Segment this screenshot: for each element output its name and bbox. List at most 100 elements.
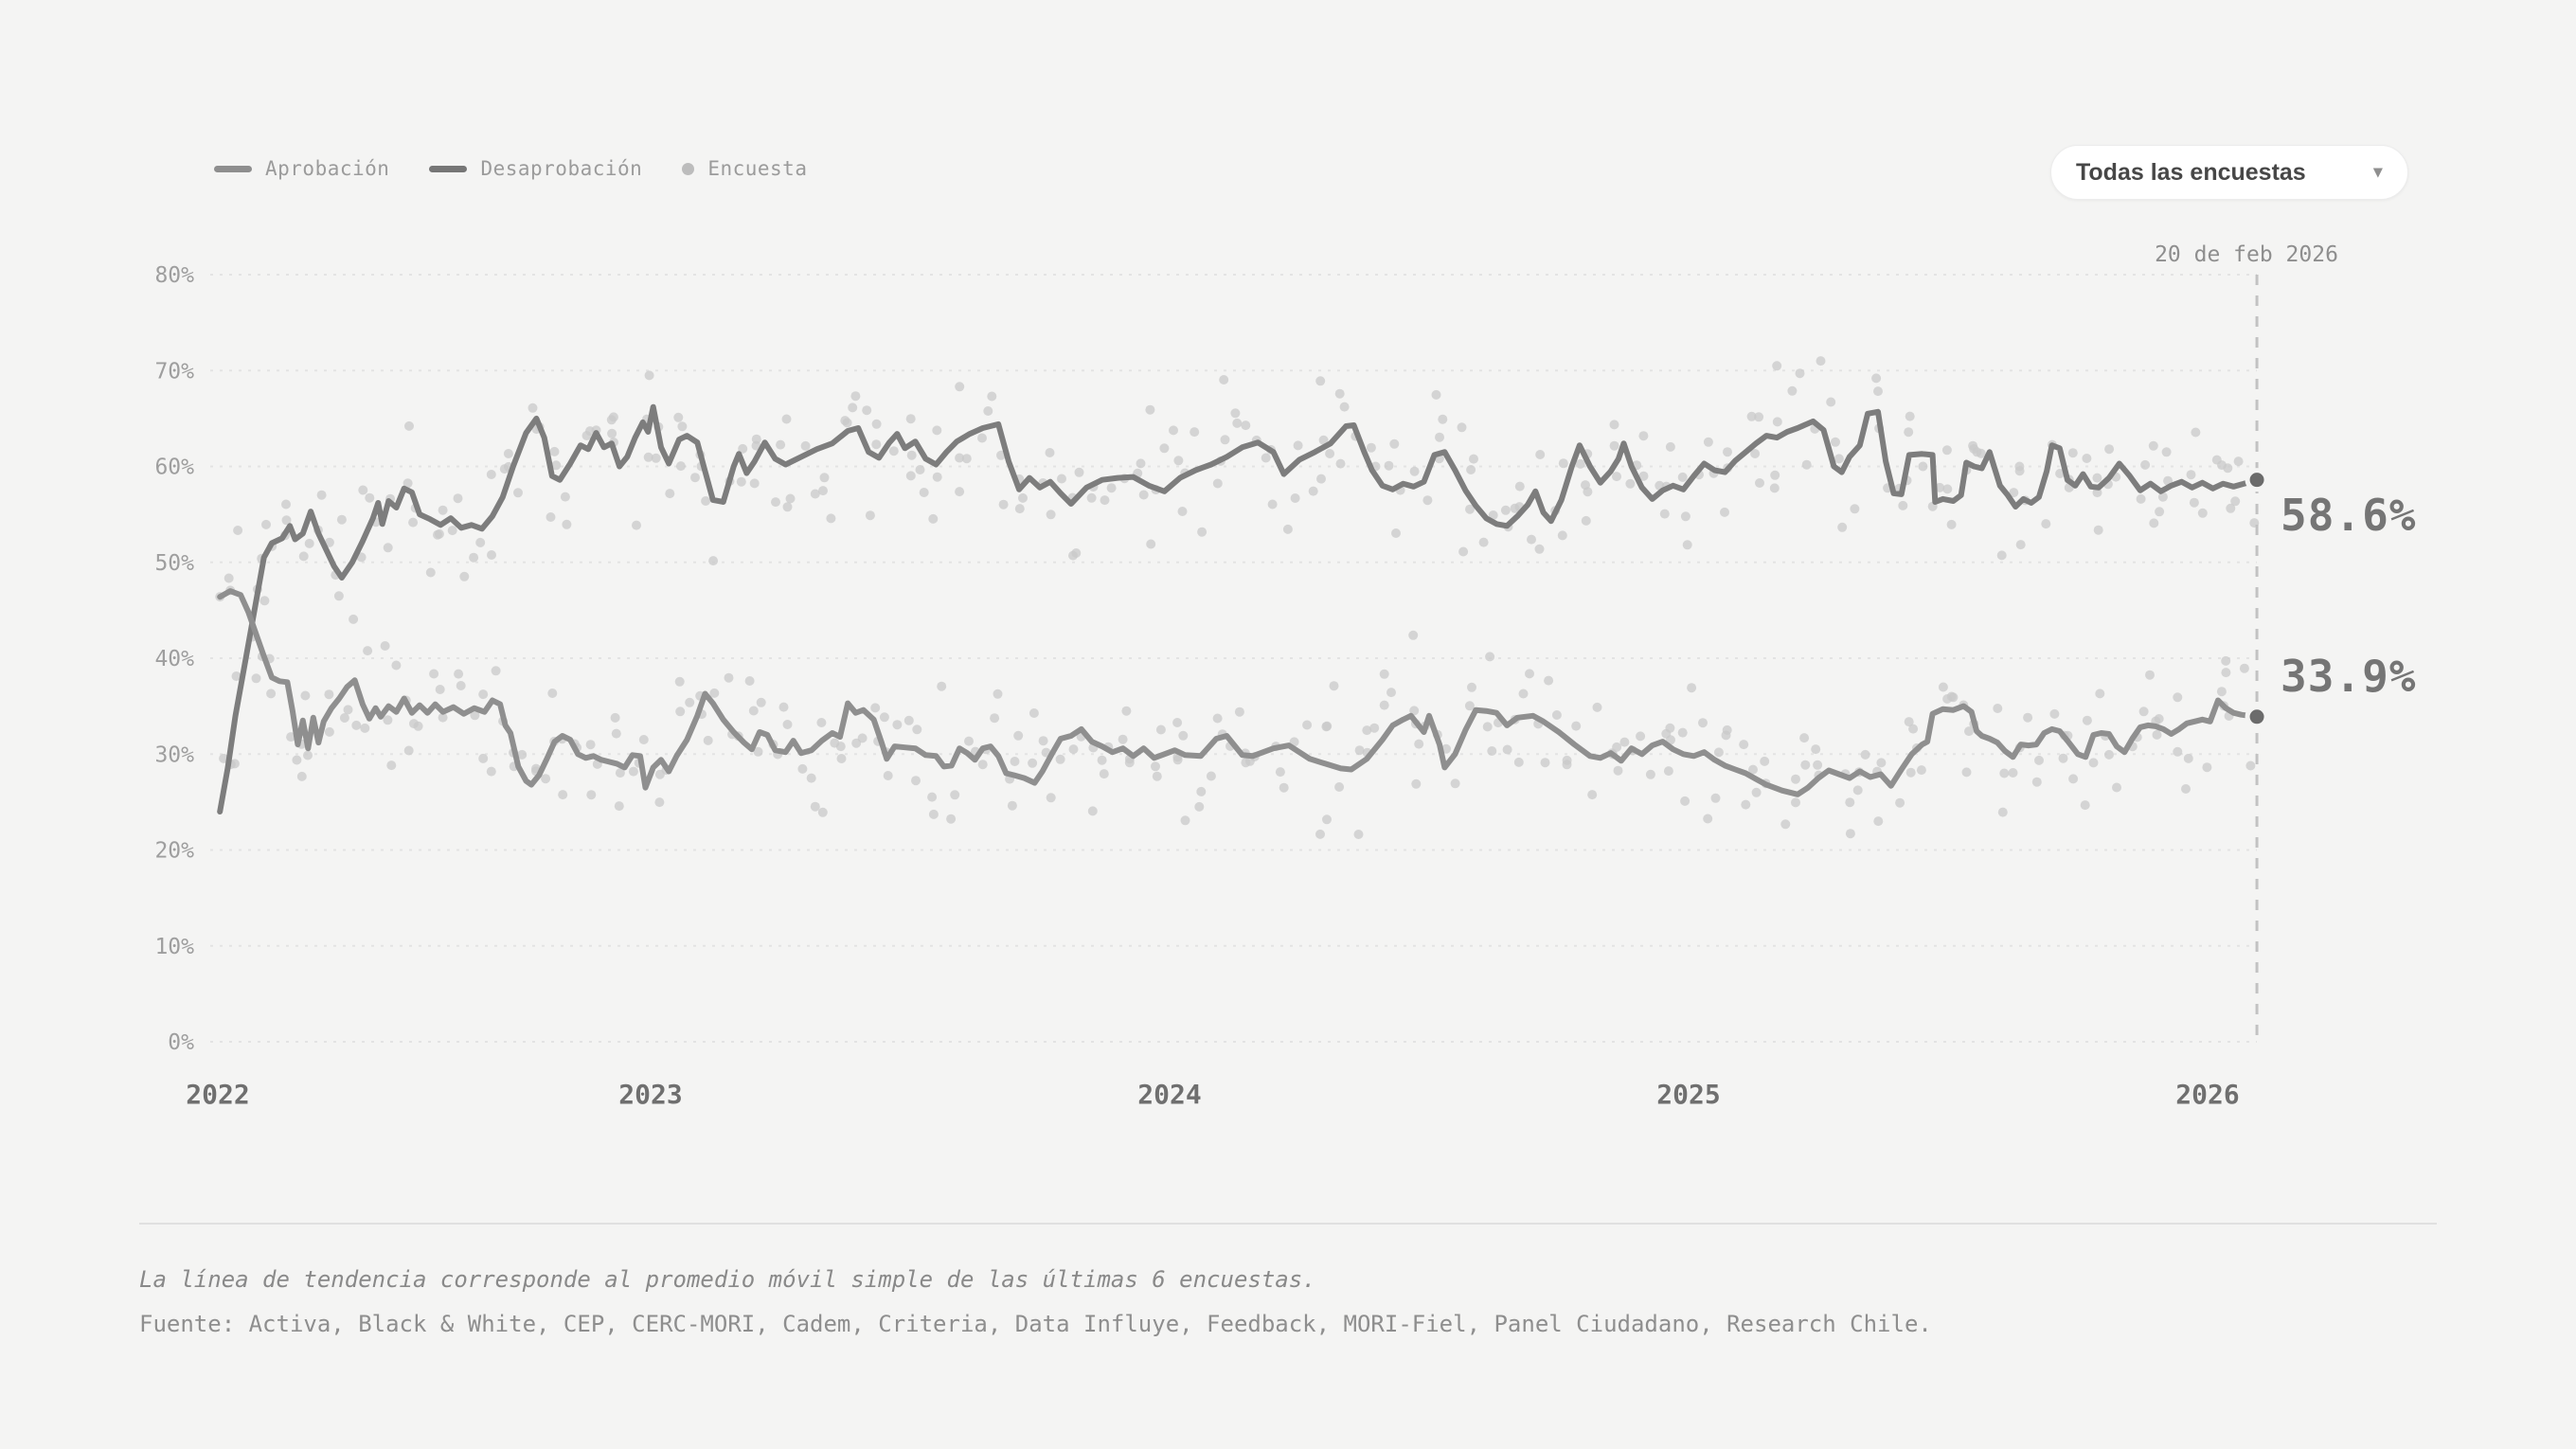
poll-scatter-dot (1180, 815, 1190, 826)
poll-scatter-dot (1813, 760, 1823, 770)
poll-scatter-dot (1232, 418, 1243, 428)
poll-scatter-dot (349, 614, 359, 624)
poll-scatter-dot (651, 453, 661, 463)
poll-scatter-dot (888, 446, 899, 456)
poll-scatter-dot (1197, 527, 1208, 537)
poll-scatter-dot (2149, 518, 2159, 528)
poll-scatter-dot (2173, 692, 2183, 703)
poll-scatter-dot (1780, 819, 1791, 830)
legend-label-aprobacion: Aprobación (265, 157, 390, 180)
poll-scatter-dot (333, 591, 344, 601)
poll-scatter-dot (610, 712, 620, 723)
poll-scatter-dot (638, 735, 649, 744)
poll-scatter-dot (1469, 454, 1478, 464)
poll-scatter-dot (358, 485, 368, 495)
poll-scatter-dot (549, 446, 560, 456)
poll-scatter-dot (1791, 797, 1800, 808)
poll-scatter-dot (1457, 422, 1467, 433)
poll-scatter-dot (1100, 495, 1110, 506)
poll-scatter-dot (2082, 454, 2092, 463)
poll-scatter-dot (1362, 725, 1372, 736)
poll-scatter-dot (2104, 749, 2114, 760)
legend-label-encuesta: Encuesta (707, 157, 808, 180)
poll-scatter-dot (1710, 793, 1721, 803)
poll-scatter-dot (744, 676, 755, 686)
poll-scatter-dot (229, 759, 240, 769)
cursor-date-label: 20 de feb 2026 (2155, 242, 2338, 267)
poll-scatter-dot (2221, 655, 2231, 666)
poll-scatter-dot (2080, 800, 2090, 811)
poll-scatter-dot (1169, 425, 1178, 436)
poll-scatter-dot (1502, 744, 1512, 755)
poll-scatter-dot (1194, 801, 1205, 812)
poll-scatter-dot (1938, 682, 1948, 692)
poll-scatter-dot (818, 486, 828, 496)
poll-scatter-dot (1575, 458, 1585, 469)
poll-scatter-dot (628, 766, 638, 777)
poll-scatter-dot (1379, 669, 1389, 679)
poll-scatter-dot (1315, 376, 1326, 386)
poll-scatter-dot (1106, 483, 1117, 493)
poll-dot-swatch-icon (682, 162, 695, 175)
poll-scatter-dot (380, 641, 390, 651)
poll-scatter-dot (2009, 488, 2019, 498)
poll-scatter-dot (503, 449, 513, 458)
poll-scatter-dot (1677, 472, 1688, 482)
poll-scatter-dot (1873, 386, 1883, 397)
poll-scatter-dot (778, 702, 789, 712)
poll-scatter-dot (928, 513, 939, 524)
poll-scatter-dot (475, 537, 486, 547)
poll-scatter-dot (1816, 356, 1826, 367)
poll-scatter-dot (1290, 493, 1300, 503)
poll-scatter-dot (1322, 814, 1332, 825)
y-tick-label: 40% (154, 647, 194, 671)
poll-scatter-dot (1898, 500, 1908, 510)
y-tick-label: 10% (154, 935, 194, 959)
poll-scatter-dot (1172, 718, 1183, 727)
x-tick-label-2024: 2024 (1137, 1079, 1201, 1110)
poll-scatter-dot (383, 543, 393, 553)
poll-scatter-dot (2233, 456, 2244, 467)
poll-scatter-dot (912, 724, 922, 735)
poll-scatter-dot (950, 790, 960, 800)
poll-scatter-dot (1748, 764, 1758, 775)
poll-scatter-dot (1527, 534, 1536, 545)
poll-scatter-dot (1746, 411, 1757, 421)
poll-scatter-dot (1293, 440, 1303, 451)
poll-scatter-dot (2068, 774, 2079, 784)
poll-scatter-dot (1177, 507, 1188, 516)
poll-scatter-dot (1334, 388, 1345, 399)
poll-scatter-dot (1029, 708, 1039, 718)
poll-scatter-dot (1996, 550, 2007, 561)
poll-scatter-dot (1609, 440, 1619, 451)
poll-scatter-dot (1411, 778, 1422, 789)
poll-scatter-dot (231, 671, 242, 681)
chevron-down-icon: ▼ (2372, 163, 2383, 182)
poll-scatter-dot (927, 792, 938, 802)
poll-scatter-dot (1196, 786, 1207, 796)
poll-scatter-dot (708, 556, 719, 566)
poll-scatter-dot (915, 465, 925, 474)
poll-scatter-dot (2145, 670, 2155, 680)
poll-scatter-dot (558, 790, 568, 800)
poll-filter-dropdown[interactable]: Todas las encuestas ▼ (2050, 145, 2408, 200)
poll-scatter-dot (351, 720, 362, 730)
poll-scatter-dot (800, 440, 811, 451)
poll-scatter-dot (2041, 519, 2051, 529)
poll-scatter-dot (2157, 492, 2168, 502)
poll-scatter-dot (810, 489, 820, 499)
poll-scatter-dot (2202, 762, 2212, 773)
poll-scatter-dot (1845, 829, 1855, 839)
footer-divider (139, 1223, 2437, 1225)
poll-scatter-dot (1518, 689, 1529, 699)
poll-scatter-dot (1450, 778, 1460, 789)
poll-scatter-dot (1151, 761, 1160, 772)
poll-scatter-dot (819, 473, 830, 483)
poll-scatter-dot (1145, 404, 1155, 415)
poll-scatter-dot (1908, 724, 1919, 734)
poll-scatter-dot (404, 420, 414, 431)
poll-scatter-dot (1772, 417, 1782, 427)
poll-scatter-dot (2058, 753, 2068, 763)
poll-scatter-dot (2181, 784, 2191, 794)
y-tick-label: 60% (154, 456, 194, 480)
